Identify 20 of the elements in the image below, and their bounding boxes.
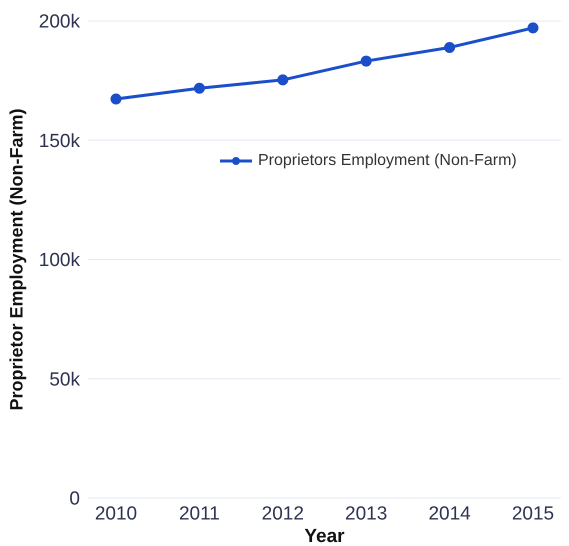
y-tick-label: 150k xyxy=(38,130,80,152)
x-tick-label: 2014 xyxy=(428,503,472,524)
x-tick-label: 2011 xyxy=(178,503,220,524)
point xyxy=(528,22,538,34)
point xyxy=(277,74,288,86)
y-tick-label: 100k xyxy=(38,250,80,272)
x-tick-label: 2015 xyxy=(512,503,554,524)
y-tick-label: 0 xyxy=(69,488,80,510)
x-tick-label: 2010 xyxy=(94,503,138,524)
legend-label: Proprietors Employment (Non-Farm) xyxy=(258,152,517,170)
point xyxy=(360,56,372,67)
point xyxy=(194,82,205,94)
x-tick-label: 2012 xyxy=(262,503,304,524)
y-tick-label: 200k xyxy=(38,12,80,33)
y-axis-title: Proprietor Employment (Non-Farm) xyxy=(6,108,26,411)
y-tick-label: 50k xyxy=(49,369,80,390)
point xyxy=(110,93,122,104)
x-axis-title: Year xyxy=(304,526,346,546)
point xyxy=(444,42,456,53)
x-tick-label: 2013 xyxy=(345,503,388,524)
